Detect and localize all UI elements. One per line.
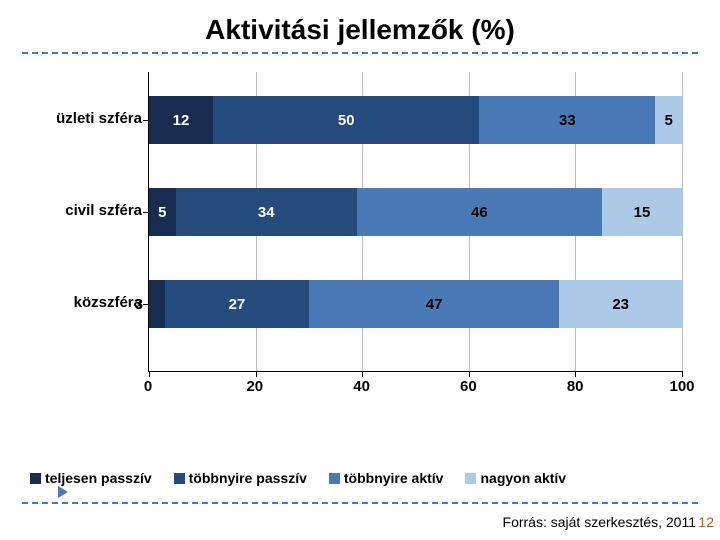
legend-item: teljesen passzív — [30, 470, 152, 486]
bar-row: 3274723 — [149, 280, 682, 328]
y-category-label: üzleti szféra — [30, 110, 142, 127]
x-axis: 020406080100 — [148, 378, 682, 398]
x-tickmark — [469, 371, 470, 377]
source-text: Forrás: saját szerkesztés, 2011 — [503, 514, 696, 530]
legend-swatch — [174, 473, 185, 484]
slide-title: Aktivitási jellemzők (%) — [0, 0, 720, 52]
x-tick-label: 20 — [246, 378, 263, 395]
gridline — [682, 72, 683, 371]
chart: 125033553446153274723 020406080100 üzlet… — [30, 72, 690, 412]
bar-segment: 5 — [655, 96, 682, 144]
plot-area: 125033553446153274723 — [148, 72, 682, 372]
x-tickmark — [362, 371, 363, 377]
bar-segment: 50 — [213, 96, 480, 144]
chevron-right-icon — [58, 486, 68, 498]
legend-item: többnyire passzív — [174, 470, 307, 486]
x-tick-label: 80 — [567, 378, 584, 395]
legend-item: nagyon aktív — [465, 470, 566, 486]
x-tickmark — [149, 371, 150, 377]
legend-swatch — [30, 473, 41, 484]
bar-segment: 33 — [479, 96, 655, 144]
bar-segment: 47 — [309, 280, 560, 328]
bar-row: 1250335 — [149, 96, 682, 144]
x-tick-label: 40 — [353, 378, 370, 395]
divider-top — [22, 52, 698, 54]
bar-segment: 27 — [165, 280, 309, 328]
legend-label: teljesen passzív — [45, 470, 152, 486]
page-number: 12 — [698, 514, 714, 530]
y-category-label: közszféra — [30, 294, 142, 311]
bar-segment: 23 — [559, 280, 682, 328]
legend-swatch — [329, 473, 340, 484]
bar-segment: 46 — [357, 188, 602, 236]
bar-row: 5344615 — [149, 188, 682, 236]
bar-segment — [149, 280, 165, 328]
x-tickmark — [575, 371, 576, 377]
x-tick-label: 100 — [669, 378, 694, 395]
legend-label: nagyon aktív — [480, 470, 566, 486]
legend-label: többnyire passzív — [189, 470, 307, 486]
legend-item: többnyire aktív — [329, 470, 444, 486]
legend: teljesen passzív többnyire passzív többnyi… — [30, 470, 690, 486]
x-tickmark — [682, 371, 683, 377]
x-tick-label: 0 — [144, 378, 152, 395]
x-tick-label: 60 — [460, 378, 477, 395]
x-tickmark — [256, 371, 257, 377]
legend-label: többnyire aktív — [344, 470, 444, 486]
bar-segment: 12 — [149, 96, 213, 144]
bar-segment: 15 — [602, 188, 682, 236]
bar-segment: 5 — [149, 188, 176, 236]
bar-segment: 34 — [176, 188, 357, 236]
divider-bottom — [22, 502, 698, 504]
y-category-label: civil szféra — [30, 202, 142, 219]
legend-swatch — [465, 473, 476, 484]
